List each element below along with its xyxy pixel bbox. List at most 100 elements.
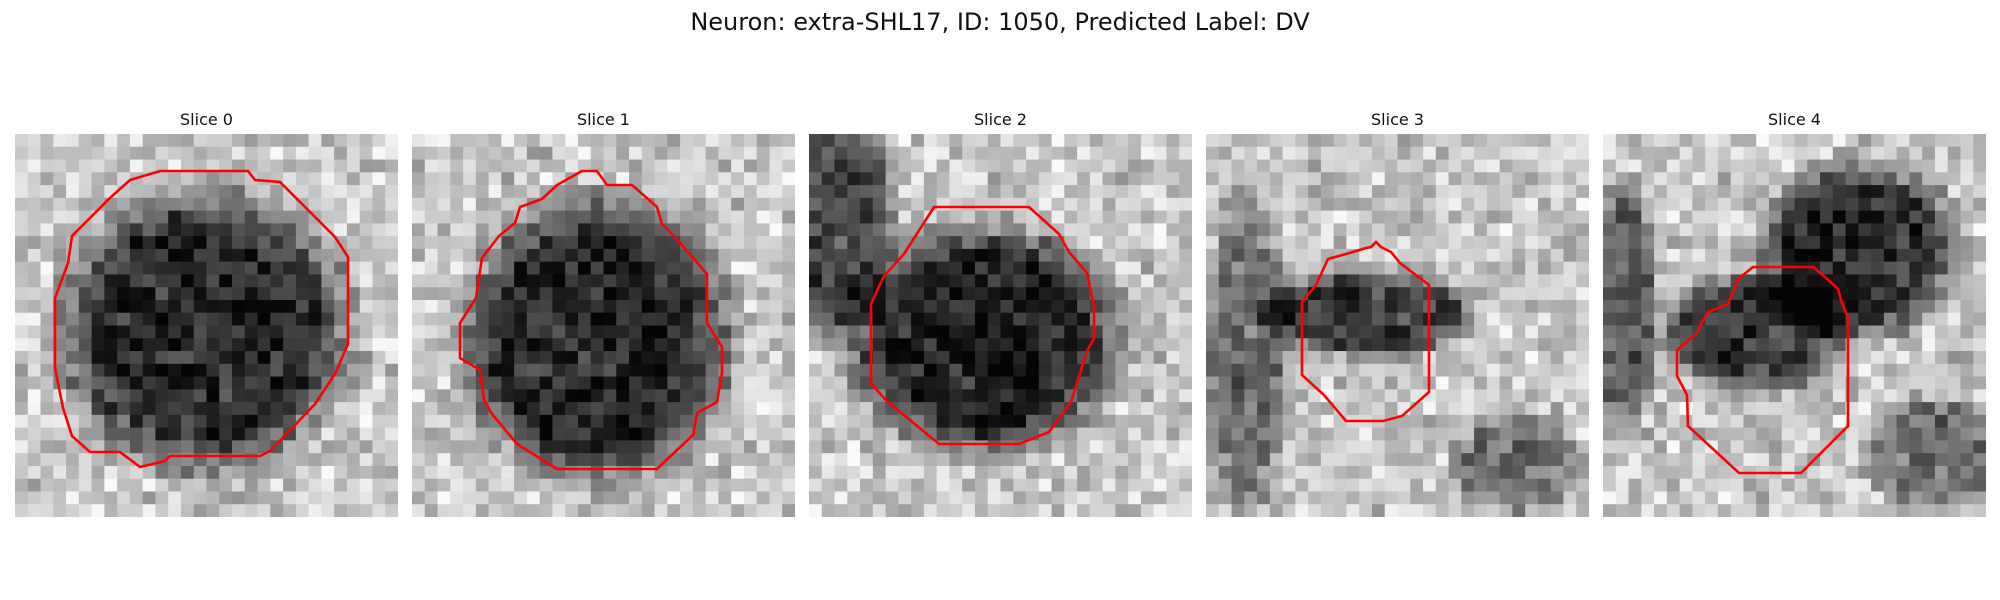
pixel-cell	[1423, 172, 1437, 186]
pixel-cell	[1858, 274, 1872, 288]
pixel-cell	[1089, 363, 1104, 378]
pixel-cell	[1179, 197, 1192, 212]
pixel-cell	[743, 376, 758, 390]
pixel-cell	[346, 185, 361, 199]
pixel-cell	[1641, 248, 1655, 263]
pixel-cell	[1013, 478, 1027, 493]
pixel-cell	[91, 414, 105, 429]
pixel-cell	[193, 159, 208, 173]
pixel-cell	[603, 363, 617, 378]
pixel-cell	[962, 351, 976, 365]
pixel-cell	[1922, 491, 1936, 505]
pixel-cell	[603, 261, 617, 276]
pixel-cell	[1603, 440, 1617, 454]
pixel-cell	[1820, 414, 1834, 429]
pixel-cell	[1077, 287, 1091, 301]
pixel-cell	[1282, 146, 1296, 161]
pixel-cell	[283, 338, 297, 352]
pixel-cell	[1807, 504, 1821, 517]
pixel-cell	[756, 159, 771, 173]
pixel-cell	[219, 248, 233, 263]
pixel-cell	[66, 363, 80, 378]
pixel-cell	[1346, 312, 1360, 327]
pixel-cell	[488, 427, 502, 441]
pixel-cell	[129, 197, 144, 212]
pixel-cell	[641, 478, 656, 493]
pixel-cell	[1140, 478, 1155, 493]
pixel-cell	[1525, 287, 1539, 301]
pixel-cell	[782, 299, 795, 314]
pixel-cell	[1666, 504, 1681, 517]
pixel-cell	[1525, 440, 1539, 454]
pixel-cell	[860, 236, 874, 250]
pixel-cell	[641, 261, 656, 276]
pixel-cell	[1089, 134, 1104, 148]
pixel-cell	[1679, 440, 1693, 454]
pixel-cell	[1384, 465, 1399, 480]
pixel-cell	[463, 338, 477, 352]
pixel-cell	[66, 197, 80, 212]
pixel-cell	[539, 338, 554, 352]
pixel-cell	[1525, 185, 1539, 199]
pixel-cell	[372, 363, 386, 378]
pixel-cell	[104, 427, 118, 441]
pixel-cell	[923, 389, 938, 403]
pixel-cell	[295, 134, 310, 148]
pixel-cell	[1525, 389, 1539, 403]
pixel-cell	[1807, 172, 1821, 186]
pixel-cell	[1628, 402, 1642, 416]
pixel-cell	[526, 146, 541, 161]
pixel-cell	[1384, 287, 1399, 301]
pixel-cell	[565, 338, 579, 352]
pixel-cell	[155, 261, 169, 276]
pixel-cell	[756, 146, 771, 161]
pixel-cell	[475, 197, 490, 212]
pixel-cell	[756, 363, 771, 378]
pixel-cell	[283, 223, 297, 237]
pixel-cell	[936, 236, 951, 250]
pixel-cell	[1013, 236, 1027, 250]
pixel-cell	[1512, 427, 1526, 441]
pixel-cell	[129, 376, 144, 390]
pixel-cell	[577, 287, 592, 301]
pixel-cell	[1102, 312, 1116, 327]
pixel-cell	[667, 325, 681, 339]
pixel-cell	[1359, 376, 1373, 390]
pixel-cell	[1550, 197, 1565, 212]
pixel-cell	[1089, 248, 1104, 263]
pixel-cell	[501, 325, 515, 339]
pixel-cell	[104, 491, 118, 505]
pixel-cell	[206, 312, 220, 327]
pixel-cell	[1435, 312, 1450, 327]
pixel-cell	[949, 248, 963, 263]
pixel-cell	[283, 376, 297, 390]
pixel-cell	[1153, 248, 1168, 263]
pixel-cell	[1960, 363, 1974, 378]
pixel-cell	[1346, 274, 1360, 288]
pixel-cell	[1051, 491, 1065, 505]
pixel-cell	[616, 389, 630, 403]
pixel-cell	[641, 351, 656, 365]
pixel-cell	[15, 185, 29, 199]
pixel-cell	[1537, 223, 1552, 237]
pixel-cell	[821, 389, 836, 403]
pixel-cell	[168, 478, 182, 493]
pixel-cell	[552, 287, 566, 301]
pixel-cell	[1206, 478, 1220, 493]
pixel-cell	[743, 504, 758, 517]
pixel-cell	[1654, 453, 1668, 467]
pixel-cell	[1512, 504, 1526, 517]
pixel-cell	[155, 248, 169, 263]
pixel-cell	[270, 491, 284, 505]
pixel-cell	[168, 159, 182, 173]
pixel-cell	[372, 146, 386, 161]
pixel-cell	[1730, 491, 1745, 505]
pixel-cell	[437, 274, 451, 288]
pixel-cell	[1832, 261, 1847, 276]
pixel-cell	[847, 287, 861, 301]
pixel-cell	[1871, 504, 1885, 517]
pixel-cell	[1705, 363, 1719, 378]
pixel-cell	[1206, 402, 1220, 416]
pixel-cell	[885, 376, 899, 390]
pixel-cell	[424, 351, 439, 365]
